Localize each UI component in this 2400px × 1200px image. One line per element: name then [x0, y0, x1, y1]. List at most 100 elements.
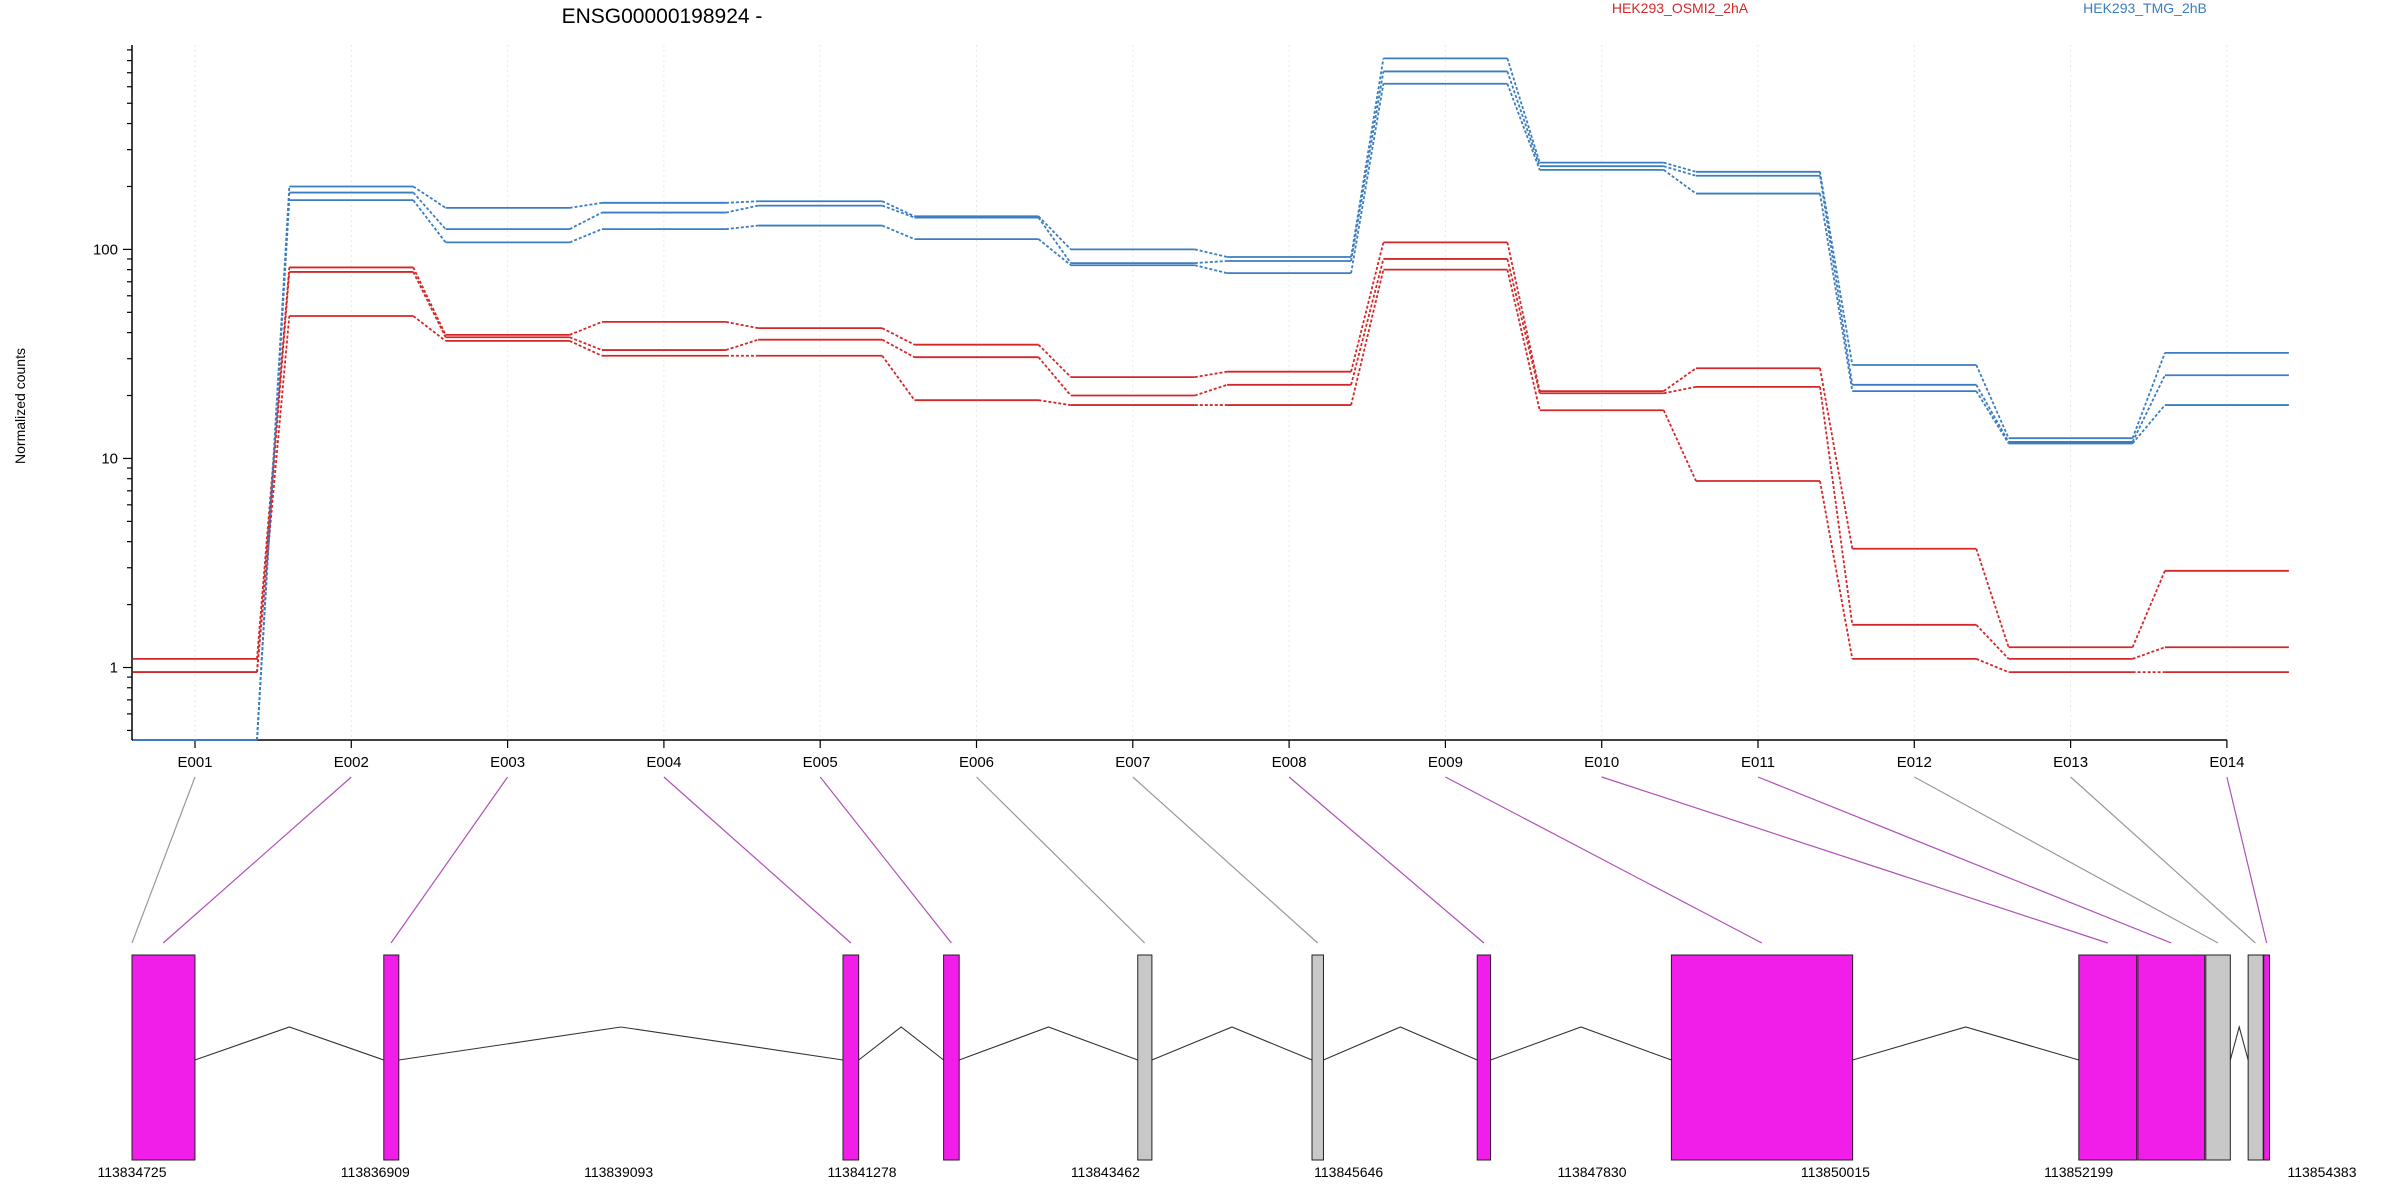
data-transition: [725, 204, 759, 214]
coord-label: 113850015: [1801, 1164, 1870, 1180]
series-0-replicate-1: [133, 258, 2289, 674]
exon-bin: [1137, 954, 1153, 1161]
data-transition: [1663, 161, 1697, 173]
legend-item-tmg: HEK293_TMG_2hB: [2083, 0, 2207, 16]
exon-bin: [2205, 954, 2231, 1161]
data-transition: [1194, 264, 1228, 275]
data-transition: [1037, 238, 1072, 266]
axes-layer: [131, 45, 2227, 741]
data-transition: [2131, 352, 2166, 439]
data-transition: [1819, 171, 1854, 366]
y-tick-layer: 1 10 100: [93, 49, 132, 732]
x-tick-label-e001: E001: [177, 754, 212, 771]
coord-label: 113854383: [2287, 1164, 2356, 1180]
intron-line: [2229, 1024, 2249, 1061]
data-transition: [569, 201, 603, 209]
series-0-replicate-2: [133, 268, 2289, 674]
connector-e011: [1757, 776, 2172, 944]
series-1-replicate-2: [133, 82, 2289, 741]
x-tick-label-e009: E009: [1428, 754, 1463, 771]
data-transition: [1350, 242, 1385, 372]
data-transition: [1194, 383, 1228, 397]
intron-line: [1490, 1026, 1672, 1061]
coord-label: 113852199: [2044, 1164, 2113, 1180]
data-transition: [1194, 260, 1228, 264]
data-transition: [1663, 385, 1697, 395]
data-transition: [881, 338, 915, 358]
exon-bin: [131, 954, 196, 1161]
connector-e013: [2070, 776, 2256, 944]
intron-line: [958, 1026, 1138, 1061]
data-transition: [1506, 58, 1541, 163]
data-transition: [1350, 269, 1385, 406]
data-transition: [412, 271, 447, 338]
data-transition: [569, 340, 603, 357]
data-transition: [881, 224, 915, 240]
data-transition: [881, 355, 916, 401]
data-transition: [569, 211, 603, 230]
x-tick-label-e010: E010: [1584, 754, 1619, 771]
coord-label: 113839093: [584, 1164, 653, 1180]
data-transition: [1975, 548, 2010, 648]
data-transition: [881, 327, 915, 346]
data-transition: [1819, 480, 1854, 660]
data-transition: [256, 200, 291, 741]
connector-layer: [131, 776, 2268, 944]
data-transition: [725, 321, 759, 330]
connector-e002: [162, 776, 352, 944]
data-transition: [1819, 193, 1854, 392]
exon-bin: [383, 954, 400, 1161]
connector-e004: [663, 776, 852, 944]
coord-label: 113845646: [1314, 1164, 1383, 1180]
connector-e010: [1601, 776, 2108, 944]
data-transition: [1663, 165, 1697, 177]
series-1-replicate-0: [133, 57, 2289, 741]
data-transition: [412, 191, 447, 230]
x-tick-label-e008: E008: [1272, 754, 1307, 771]
data-transition: [1662, 409, 1697, 482]
data-transition: [725, 200, 759, 204]
connector-e003: [390, 776, 509, 944]
coord-label: 113847830: [1557, 1164, 1626, 1180]
data-transition: [256, 315, 291, 673]
data-transition: [2132, 646, 2166, 660]
data-transition: [412, 267, 447, 336]
data-transition: [1506, 242, 1541, 392]
connector-e007: [1132, 776, 1319, 944]
data-transition: [1975, 390, 2010, 444]
y-tick-label: 100: [93, 241, 118, 258]
exon-bin: [2078, 954, 2138, 1161]
data-transition: [1350, 58, 1385, 258]
x-tick-label-e014: E014: [2209, 754, 2244, 771]
data-transition: [569, 228, 603, 244]
data-transition: [1037, 344, 1072, 378]
data-transition: [1663, 169, 1697, 195]
coord-label: 113841278: [828, 1164, 897, 1180]
intron-line: [194, 1026, 384, 1061]
data-transition: [1975, 364, 2010, 439]
coord-label: 113843462: [1071, 1164, 1140, 1180]
data-transition: [2131, 570, 2166, 648]
data-transition: [569, 336, 603, 351]
connector-e012: [1914, 776, 2219, 944]
x-tick-label-e002: E002: [334, 754, 369, 771]
exon-bin: [2247, 954, 2264, 1161]
intron-line: [1151, 1026, 1313, 1061]
data-transition: [1350, 71, 1385, 262]
data-transition: [1194, 248, 1228, 258]
data-transition: [1506, 258, 1541, 394]
series-0-replicate-0: [133, 241, 2289, 660]
coordinate-axis: 113834725 113836909 113839093 113841278 1138…: [97, 1164, 2356, 1180]
x-tick-label-e011: E011: [1741, 754, 1775, 771]
connector-e014: [2226, 776, 2268, 944]
exon-bin: [2137, 954, 2206, 1161]
gene-model: [131, 954, 2271, 1161]
data-transition: [1975, 384, 2010, 443]
connector-e009: [1445, 776, 1763, 944]
y-tick-label: 10: [101, 450, 118, 467]
x-tick-label-e013: E013: [2053, 754, 2088, 771]
series-layer: [133, 57, 2289, 741]
exon-bin: [2263, 954, 2271, 1161]
data-transition: [412, 185, 447, 209]
exon-bin: [842, 954, 860, 1161]
